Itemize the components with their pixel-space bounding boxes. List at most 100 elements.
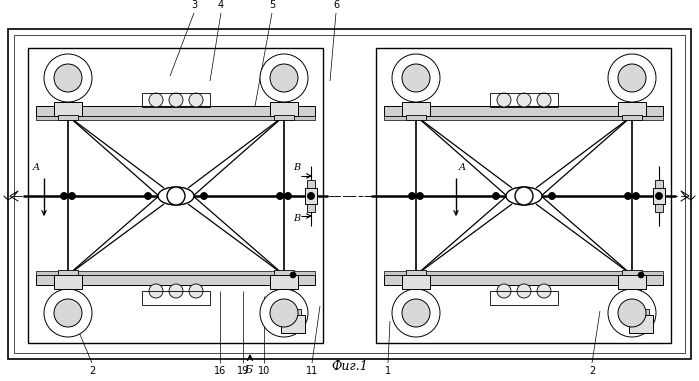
- Circle shape: [608, 289, 656, 337]
- Circle shape: [54, 64, 82, 92]
- Bar: [274, 115, 294, 120]
- Circle shape: [260, 289, 308, 337]
- Circle shape: [656, 192, 663, 200]
- Bar: [58, 115, 78, 120]
- Text: Б: Б: [244, 365, 252, 375]
- Circle shape: [149, 284, 163, 298]
- Circle shape: [549, 192, 556, 200]
- Bar: [58, 270, 78, 275]
- Circle shape: [402, 64, 430, 92]
- Text: 16: 16: [214, 366, 226, 376]
- Circle shape: [270, 299, 298, 327]
- Ellipse shape: [506, 187, 542, 205]
- Text: 4: 4: [218, 0, 224, 10]
- Bar: [281, 315, 305, 333]
- Text: 2: 2: [89, 366, 95, 376]
- Bar: [406, 115, 426, 120]
- Circle shape: [493, 192, 500, 200]
- Bar: [8, 29, 691, 359]
- Text: B: B: [293, 214, 300, 223]
- Bar: [406, 270, 426, 275]
- Circle shape: [69, 192, 75, 200]
- Circle shape: [277, 192, 284, 200]
- Circle shape: [169, 284, 183, 298]
- Ellipse shape: [158, 187, 194, 205]
- Bar: [274, 270, 294, 275]
- Bar: [384, 271, 663, 275]
- Bar: [655, 204, 663, 212]
- Circle shape: [517, 93, 531, 107]
- Text: A: A: [32, 163, 40, 172]
- Circle shape: [44, 54, 92, 102]
- Circle shape: [618, 64, 646, 92]
- Circle shape: [284, 192, 291, 200]
- Circle shape: [392, 54, 440, 102]
- Circle shape: [638, 272, 644, 278]
- Circle shape: [402, 299, 430, 327]
- Bar: [36, 271, 315, 275]
- Text: 5: 5: [269, 0, 275, 10]
- Circle shape: [618, 299, 646, 327]
- Text: 2: 2: [589, 366, 595, 376]
- Circle shape: [189, 284, 203, 298]
- Bar: [376, 48, 671, 343]
- Text: 1: 1: [385, 366, 391, 376]
- Bar: [142, 291, 210, 305]
- Bar: [28, 48, 323, 343]
- Bar: [307, 180, 315, 188]
- Bar: [622, 270, 642, 275]
- Circle shape: [408, 192, 415, 200]
- Bar: [270, 275, 298, 289]
- Bar: [622, 115, 642, 120]
- Bar: [54, 102, 82, 116]
- Bar: [142, 93, 210, 107]
- Circle shape: [270, 64, 298, 92]
- Bar: [629, 315, 653, 333]
- Circle shape: [624, 192, 631, 200]
- Circle shape: [417, 192, 424, 200]
- Bar: [36, 275, 315, 285]
- Text: 19: 19: [237, 366, 249, 376]
- Text: 10: 10: [258, 366, 270, 376]
- Text: B: B: [293, 163, 300, 172]
- Circle shape: [537, 284, 551, 298]
- Text: 3: 3: [191, 0, 197, 10]
- Circle shape: [149, 93, 163, 107]
- Text: Фиг.1: Фиг.1: [331, 360, 368, 373]
- Text: 11: 11: [306, 366, 318, 376]
- Circle shape: [61, 192, 68, 200]
- Circle shape: [517, 284, 531, 298]
- Circle shape: [169, 93, 183, 107]
- Bar: [653, 188, 665, 204]
- Circle shape: [54, 299, 82, 327]
- Circle shape: [497, 93, 511, 107]
- Circle shape: [189, 93, 203, 107]
- Bar: [490, 291, 558, 305]
- Circle shape: [515, 187, 533, 205]
- Circle shape: [260, 54, 308, 102]
- Bar: [402, 102, 430, 116]
- Bar: [402, 275, 430, 289]
- Bar: [54, 275, 82, 289]
- Bar: [36, 106, 315, 116]
- Circle shape: [537, 93, 551, 107]
- Circle shape: [290, 272, 296, 278]
- Bar: [618, 102, 646, 116]
- Bar: [307, 204, 315, 212]
- Bar: [384, 106, 663, 116]
- Bar: [270, 102, 298, 116]
- Bar: [618, 275, 646, 289]
- Circle shape: [201, 192, 208, 200]
- Bar: [384, 275, 663, 285]
- Circle shape: [633, 192, 640, 200]
- Text: A: A: [459, 163, 466, 172]
- Circle shape: [167, 187, 185, 205]
- Bar: [655, 180, 663, 188]
- Circle shape: [392, 289, 440, 337]
- Text: 6: 6: [333, 0, 339, 10]
- Circle shape: [497, 284, 511, 298]
- Bar: [633, 309, 649, 315]
- Bar: [14, 35, 685, 353]
- Bar: [490, 93, 558, 107]
- Circle shape: [308, 192, 315, 200]
